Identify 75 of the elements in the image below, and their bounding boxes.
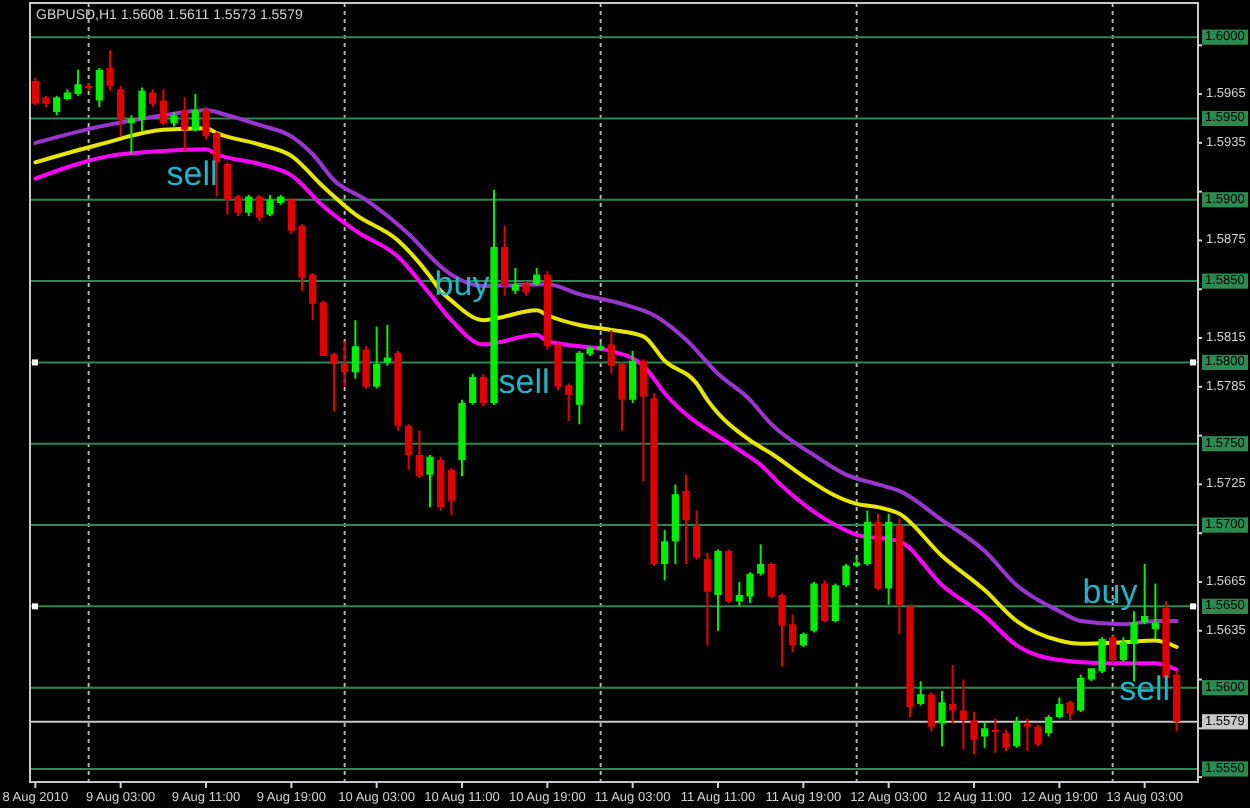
candlestick <box>1013 716 1021 748</box>
candlestick <box>1066 700 1074 721</box>
candlestick <box>511 268 519 295</box>
candlestick <box>383 325 391 366</box>
candlestick <box>405 424 413 470</box>
candlestick <box>895 518 903 635</box>
candlestick <box>479 373 487 407</box>
candlestick <box>1034 725 1042 747</box>
candlestick <box>437 456 445 511</box>
annotation: buy <box>1082 573 1139 611</box>
candlestick <box>255 194 263 221</box>
candlestick <box>703 552 711 646</box>
candlestick <box>842 564 850 587</box>
candlestick <box>1077 674 1085 713</box>
candlestick <box>117 85 125 137</box>
candlestick <box>191 94 199 132</box>
candlestick <box>159 89 167 125</box>
candlestick <box>981 721 989 748</box>
candlestick <box>181 97 189 151</box>
candlestick <box>810 581 818 633</box>
candlestick <box>714 549 722 631</box>
candlestick <box>885 513 893 605</box>
candlestick <box>415 430 423 478</box>
candlestick <box>170 111 178 127</box>
candlestick <box>831 583 839 623</box>
candlestick <box>799 632 807 648</box>
candlestick <box>1002 729 1010 752</box>
candlestick <box>949 664 957 724</box>
candlestick <box>757 544 765 576</box>
candlestick <box>1141 564 1149 625</box>
candlestick <box>650 393 658 566</box>
candlestick <box>490 190 498 405</box>
annotation: sell <box>166 155 218 193</box>
candlestick <box>469 373 477 405</box>
candlestick <box>426 455 434 508</box>
candlestick <box>661 529 669 581</box>
candlestick <box>938 690 946 747</box>
candlestick <box>351 320 359 379</box>
candlestick <box>725 549 733 604</box>
candlestick <box>991 718 999 753</box>
candlestick <box>959 679 967 750</box>
candlestick <box>682 474 690 565</box>
candlestick <box>533 268 541 286</box>
candlestick <box>1151 583 1159 639</box>
candlestick <box>245 194 253 217</box>
candlestick <box>970 712 978 755</box>
candlestick <box>447 468 455 516</box>
annotation: sell <box>498 363 550 401</box>
candlestick <box>671 484 679 565</box>
candlestick <box>906 604 914 717</box>
candlestick <box>1045 715 1053 737</box>
candlestick <box>149 89 157 108</box>
candlestick <box>1055 697 1063 719</box>
candlestick <box>394 351 402 431</box>
candlestick <box>106 50 114 91</box>
candlestick <box>693 510 701 560</box>
candlestick <box>501 225 509 296</box>
candlestick <box>853 557 861 568</box>
candlestick <box>362 346 370 389</box>
candlestick <box>373 326 381 389</box>
candlestick <box>639 359 647 482</box>
candlestick <box>629 351 637 404</box>
candlestick <box>85 82 93 91</box>
candlestick <box>863 510 871 566</box>
candlestick <box>1109 635 1117 664</box>
candlestick <box>522 281 530 296</box>
candlestick <box>53 95 61 116</box>
candlestick <box>821 580 829 623</box>
candlestick <box>927 692 935 732</box>
candlestick <box>917 681 925 706</box>
candlestick <box>874 513 882 591</box>
candlestick <box>1023 718 1031 752</box>
candlestick <box>458 399 466 477</box>
candlestick <box>341 341 349 387</box>
candlestick <box>95 68 103 108</box>
